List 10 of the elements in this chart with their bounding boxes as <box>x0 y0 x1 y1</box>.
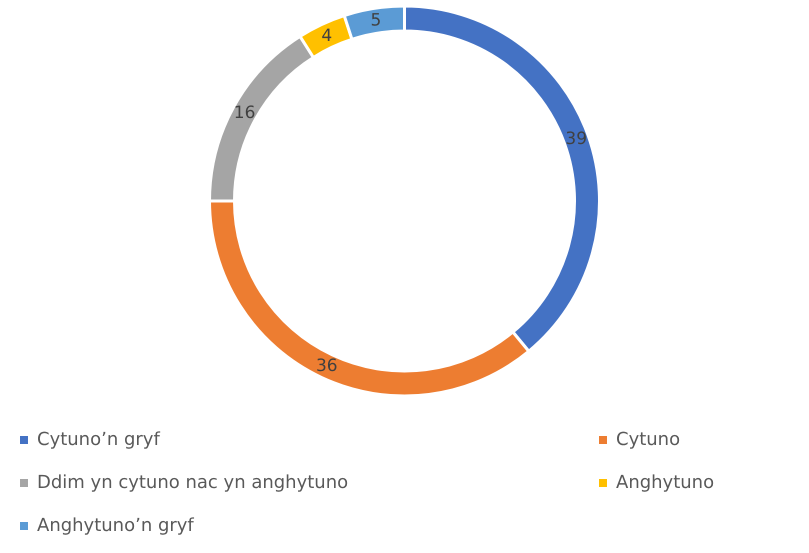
legend-label: Cytuno’n gryf <box>37 429 160 450</box>
legend-label: Anghytuno’n gryf <box>37 515 194 536</box>
data-label: 5 <box>370 10 382 31</box>
data-label: 36 <box>316 356 338 376</box>
data-label: 39 <box>565 129 588 150</box>
legend-label: Anghytuno <box>616 472 714 493</box>
legend-label: Ddim yn cytuno nac yn anghytuno <box>37 472 348 493</box>
legend-label: Cytuno <box>616 429 680 450</box>
data-label: 16 <box>234 103 256 124</box>
data-label: 4 <box>321 26 332 46</box>
